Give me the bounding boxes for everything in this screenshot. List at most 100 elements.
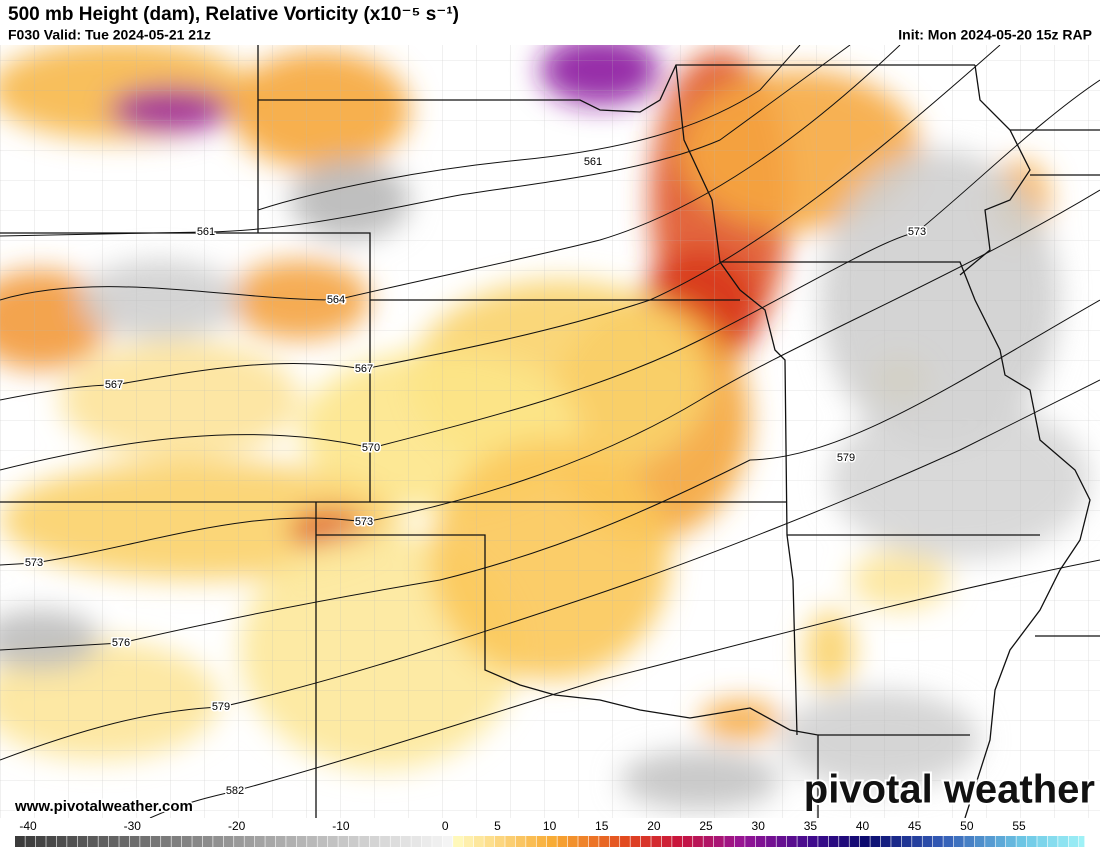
- colorbar-tick-label: 10: [543, 819, 557, 833]
- colorbar-tick-label: 15: [595, 819, 609, 833]
- colorbar-cell: [348, 836, 359, 847]
- colorbar-cell: [828, 836, 839, 847]
- colorbar-cell: [150, 836, 161, 847]
- colorbar-cell: [547, 836, 557, 847]
- colorbar-cell: [505, 836, 516, 847]
- colorbar-cell: [922, 836, 933, 847]
- colorbar-tick-label: 40: [856, 819, 870, 833]
- colorbar-cell: [536, 836, 547, 847]
- colorbar-cell: [307, 836, 317, 847]
- colorbar-cell: [599, 836, 609, 847]
- contour-label: 576: [112, 637, 130, 649]
- contour: [0, 379, 1100, 761]
- colorbar-cell: [119, 836, 130, 847]
- colorbar-cell: [557, 836, 568, 847]
- colorbar-cell: [1026, 836, 1037, 847]
- colorbar-cell: [724, 836, 735, 847]
- contour: [0, 79, 1100, 471]
- colorbar-tick-label: -40: [19, 819, 37, 833]
- colorbar-cell: [588, 836, 599, 847]
- colorbar-cell: [213, 836, 224, 847]
- colorbar-tick-label: 5: [494, 819, 501, 833]
- colorbar-tick-label: 50: [960, 819, 974, 833]
- colorbar-cell: [1068, 836, 1079, 847]
- colorbar-cell: [400, 836, 411, 847]
- map-area: 561 561 564 567 567 570 573 573 576 579 579 573 582: [0, 45, 1100, 818]
- colorbar-cell: [161, 836, 171, 847]
- contour: [0, 299, 1100, 651]
- colorbar-cell: [244, 836, 255, 847]
- colorbar-cell: [494, 836, 505, 847]
- colorbar-cell: [1016, 836, 1027, 847]
- colorbar-cell: [891, 836, 902, 847]
- colorbar-cell: [943, 836, 954, 847]
- init-time: Init: Mon 2024-05-20 15z RAP: [898, 27, 1092, 43]
- colorbar-cell: [171, 836, 182, 847]
- colorbar-cell: [661, 836, 672, 847]
- border: [0, 45, 975, 502]
- colorbar-cell: [453, 836, 463, 847]
- colorbar-cell: [901, 836, 912, 847]
- colorbar-cell: [108, 836, 119, 847]
- colorbar-cell: [254, 836, 265, 847]
- colorbar-cell: [432, 836, 443, 847]
- colorbar-cell: [578, 836, 589, 847]
- colorbar-cell: [912, 836, 922, 847]
- colorbar-cell: [766, 836, 776, 847]
- colorbar-cell: [609, 836, 620, 847]
- colorbar-cell: [1079, 836, 1085, 847]
- contour-labels: 561 561 564 567 567 570 573 573 576 579 579 573 582: [23, 154, 927, 798]
- colorbar-cell: [630, 836, 641, 847]
- valid-time: F030 Valid: Tue 2024-05-21 21z: [8, 27, 211, 43]
- colorbar-cell: [567, 836, 578, 847]
- county-lines: [0, 45, 1100, 818]
- colorbar-cell: [98, 836, 109, 847]
- colorbar-cell: [369, 836, 380, 847]
- contour: [0, 45, 901, 301]
- contour-label: 579: [837, 452, 855, 464]
- border: [787, 64, 1100, 736]
- colorbar-cell: [286, 836, 297, 847]
- contour-label: 561: [197, 226, 215, 238]
- colorbar-tick-label: 45: [908, 819, 922, 833]
- colorbar-cell: [192, 836, 203, 847]
- colorbar-tick-label: 35: [804, 819, 818, 833]
- colorbar-cell: [202, 836, 213, 847]
- colorbar-cell: [849, 836, 860, 847]
- colorbar-cell: [1037, 836, 1048, 847]
- contour: [0, 189, 1100, 566]
- colorbar-cell: [67, 836, 77, 847]
- colorbar-tick-label: 20: [647, 819, 661, 833]
- colorbar-cell: [807, 836, 818, 847]
- height-contours: [0, 45, 1100, 818]
- colorbar-cell: [25, 836, 36, 847]
- contour-label: 567: [105, 379, 123, 391]
- colorbar-cell: [995, 836, 1006, 847]
- contour-label: 582: [226, 785, 244, 797]
- colorbar-cell: [693, 836, 703, 847]
- colorbar-tick-label: -30: [124, 819, 142, 833]
- colorbar-cell: [682, 836, 693, 847]
- colorbar-cell: [484, 836, 495, 847]
- colorbar-cell: [275, 836, 286, 847]
- colorbar-cell: [797, 836, 808, 847]
- colorbar-cell: [1006, 836, 1016, 847]
- colorbar-cell: [338, 836, 349, 847]
- colorbar-cell: [317, 836, 328, 847]
- colorbar-cell: [859, 836, 870, 847]
- contour: [149, 559, 1100, 818]
- colorbar-cell: [296, 836, 307, 847]
- colorbar-cell: [620, 836, 630, 847]
- colorbar-cell: [265, 836, 276, 847]
- colorbar-tick-label: 55: [1012, 819, 1026, 833]
- colorbar-cell: [15, 836, 25, 847]
- contour-label: 567: [355, 363, 373, 375]
- colorbar-cell: [473, 836, 484, 847]
- contour-label: 573: [25, 557, 43, 569]
- colorbar-cell: [776, 836, 787, 847]
- colorbar-cell: [953, 836, 964, 847]
- colorbar-cell: [786, 836, 797, 847]
- contour-label: 573: [908, 226, 926, 238]
- colorbar-cell: [964, 836, 975, 847]
